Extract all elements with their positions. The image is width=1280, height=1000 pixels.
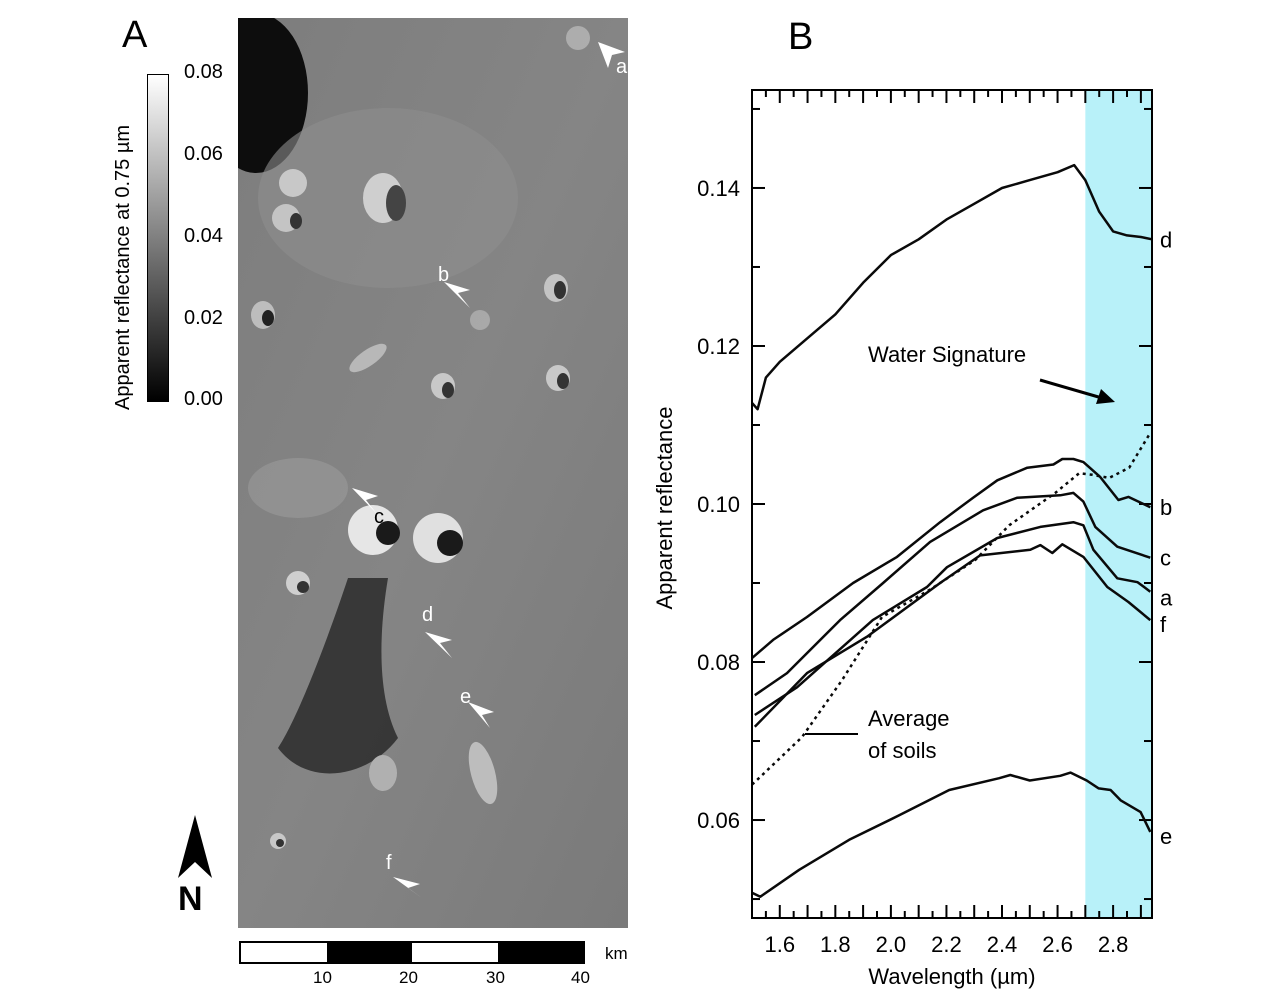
scale-bar <box>239 941 585 964</box>
scale-tick: 40 <box>571 968 590 987</box>
average-label-line2: of soils <box>868 738 936 763</box>
series-label-c: c <box>1160 546 1171 571</box>
y-axis-label: Apparent reflectance <box>652 406 677 609</box>
series-label-f: f <box>1160 612 1167 637</box>
series-line-f <box>753 543 1152 728</box>
y-tick-label: 0.10 <box>697 492 740 517</box>
arrowhead-icon <box>352 488 378 514</box>
site-markers <box>178 42 625 898</box>
water-arrow-line <box>1039 378 1103 400</box>
lunar-surface-image <box>238 18 628 928</box>
average-label-line1: Average <box>868 706 950 731</box>
x-tick-label: 2.2 <box>931 932 962 957</box>
colorbar-tick: 0.02 <box>184 307 223 329</box>
site-label-a: a <box>616 56 628 78</box>
series-line-a <box>754 520 1152 717</box>
scale-tick: 20 <box>399 968 418 987</box>
arrowhead-icon <box>598 42 625 68</box>
y-tick-label: 0.06 <box>697 808 740 833</box>
colorbar-tick: 0.04 <box>184 225 223 247</box>
x-tick-label: 2.8 <box>1098 932 1129 957</box>
scale-tick: 30 <box>486 968 505 987</box>
x-tick-label: 2.0 <box>876 932 907 957</box>
scale-unit: km <box>605 944 628 963</box>
arrowhead-icon <box>425 632 452 658</box>
y-tick-label: 0.12 <box>697 334 740 359</box>
colorbar-tick: 0.06 <box>184 143 223 165</box>
series-label-b: b <box>1160 495 1172 520</box>
site-label-e: e <box>460 686 472 708</box>
series-label-a: a <box>1160 586 1173 611</box>
north-label: N <box>178 880 203 918</box>
scale-tick: 10 <box>313 968 332 987</box>
arrowhead-icon <box>1096 389 1115 404</box>
panel-a-label: A <box>122 14 148 56</box>
series-line-b <box>751 457 1151 660</box>
series-line-c <box>754 491 1151 697</box>
series-line-e <box>751 771 1152 898</box>
panel-b-label: B <box>788 16 814 58</box>
arrowhead-icon <box>444 282 470 308</box>
x-tick-label: 1.8 <box>820 932 851 957</box>
colorbar-tick: 0.08 <box>184 61 223 83</box>
colorbar <box>147 74 169 402</box>
series-label-d: d <box>1160 227 1172 252</box>
x-tick-label: 1.6 <box>764 932 795 957</box>
x-tick-label: 2.4 <box>987 932 1018 957</box>
dark-depression <box>278 578 398 774</box>
series-label-e: e <box>1160 824 1172 849</box>
site-label-f: f <box>386 852 392 874</box>
north-arrow-icon <box>178 815 212 878</box>
site-label-b: b <box>438 264 450 286</box>
series-line-d <box>751 163 1153 411</box>
x-axis-label: Wavelength (µm) <box>868 964 1035 989</box>
plot-frame <box>751 89 1153 919</box>
y-tick-label: 0.14 <box>697 176 740 201</box>
colorbar-tick: 0.00 <box>184 388 223 410</box>
site-label-c: c <box>374 506 384 528</box>
arrowhead-icon <box>468 702 494 728</box>
series-line-average-of-soils <box>751 432 1152 786</box>
dark-crater <box>238 18 308 173</box>
water-signature-label: Water Signature <box>868 342 1026 367</box>
y-tick-label: 0.08 <box>697 650 740 675</box>
x-tick-label: 2.6 <box>1042 932 1073 957</box>
site-label-d: d <box>422 604 434 626</box>
arrowhead-icon <box>393 877 422 898</box>
